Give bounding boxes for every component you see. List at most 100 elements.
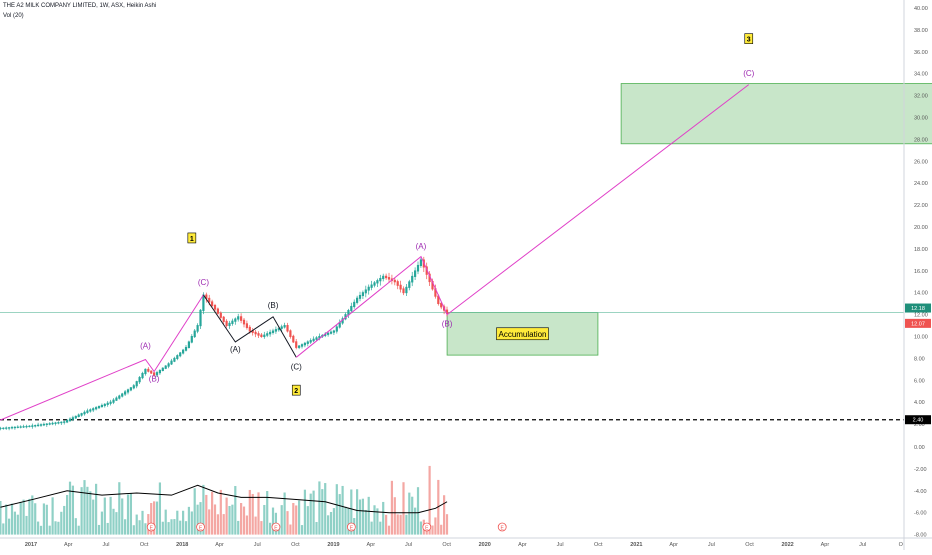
candle-body (225, 320, 228, 327)
volume-bar (71, 485, 75, 535)
volume-bar (182, 510, 185, 535)
candle-body (71, 417, 75, 420)
candle-body (431, 280, 434, 290)
volume-bar (242, 506, 246, 535)
candle-body (196, 325, 199, 332)
volume-bar (231, 504, 234, 535)
candle-body (112, 399, 115, 403)
volume-bar (358, 499, 362, 535)
candle-body (289, 330, 292, 337)
candle-body (347, 310, 350, 316)
event-marker-icon (346, 522, 356, 532)
volume-bar (428, 465, 431, 535)
event-marker-icon (497, 522, 507, 532)
candle-body (153, 372, 156, 376)
volume-bar (370, 521, 373, 535)
candle-body (167, 363, 170, 367)
wave-label: (C) (198, 278, 209, 287)
candle-body (376, 280, 379, 284)
wave-line-1 (203, 294, 297, 358)
volume-bar (60, 511, 63, 535)
volume-bar (13, 511, 17, 535)
candle-body (182, 349, 185, 354)
candle-body (344, 314, 347, 320)
event-marker-icon-glyph: E (150, 526, 154, 532)
candle-body (74, 415, 77, 419)
candle-body (60, 421, 63, 424)
candle-body (170, 360, 173, 365)
volume-bar (144, 523, 147, 535)
event-marker-icon (196, 522, 205, 532)
wave-number: 3 (747, 37, 751, 44)
candle-body (260, 334, 263, 338)
volume-bar (211, 491, 214, 535)
wave-number-box (291, 384, 301, 396)
candle-body (269, 331, 272, 335)
event-marker-icon (146, 522, 156, 532)
candle-body (286, 325, 289, 332)
candle-body (356, 297, 359, 303)
candle-body (364, 289, 367, 294)
wave-labels-layer: (A) (B) (C) (A) (B) (C) (A) (B) (C) 1 2 3 E E E E E E (140, 33, 755, 532)
candle-body (213, 304, 217, 310)
candle-body (115, 397, 118, 401)
volume-bar (445, 514, 449, 535)
candle-body (274, 329, 278, 332)
candle-body (45, 423, 48, 426)
candle-body (129, 387, 133, 391)
event-marker-icon-glyph: E (501, 526, 505, 532)
price-tag (905, 318, 931, 328)
wave-number: 2 (294, 388, 298, 395)
volume-bar (205, 494, 208, 535)
candle-body (350, 305, 353, 312)
candle-body (100, 404, 104, 408)
candle-body (63, 421, 66, 423)
volume-bar (298, 500, 301, 535)
candle-body (187, 341, 191, 349)
x-tick-label: Apr (64, 542, 73, 548)
candle-body (205, 294, 208, 299)
candle-body (242, 319, 246, 325)
y-tick-label: 28.00 (914, 137, 928, 143)
candle-body (103, 403, 106, 407)
volume-bar (135, 514, 138, 535)
x-tick-label: Jul (102, 542, 109, 548)
y-tick-label: 30.00 (914, 116, 928, 122)
candle-body (208, 297, 211, 303)
candle-body (367, 286, 370, 291)
volume-bar (179, 520, 182, 535)
candle-body (251, 330, 254, 333)
candle-body (25, 425, 28, 428)
y-tick-label: 32.00 (914, 94, 928, 100)
candle-body (263, 334, 266, 338)
volume-bar (364, 509, 367, 535)
volume-bar (289, 524, 292, 535)
y-tick-label-lower: -8.00 (914, 533, 927, 539)
volume-bar (42, 503, 46, 535)
volume-bar (112, 508, 115, 535)
wave-label: (A) (140, 342, 151, 351)
volume-bar (184, 521, 188, 535)
volume-bar (97, 524, 101, 535)
volume-bar (63, 505, 66, 535)
volume-bar (208, 509, 211, 535)
candle-body (28, 425, 31, 428)
volume-average-line (0, 484, 448, 514)
volume-layer (0, 465, 449, 535)
candle-body (292, 335, 295, 343)
volume-bar (402, 482, 405, 535)
volume-indicator-label[interactable]: Vol (20) (3, 13, 24, 19)
wave-label: (B) (268, 301, 279, 310)
wave-label: (C) (743, 69, 754, 78)
candle-body (66, 419, 69, 423)
volume-bar (57, 521, 60, 535)
candle-body (37, 424, 40, 427)
candle-body (31, 425, 34, 427)
x-tick-label: 2017 (25, 542, 37, 548)
accumulation-label-box (496, 327, 549, 341)
volume-bar (202, 484, 205, 535)
x-tick-label: Oct (745, 542, 754, 548)
volume-bar (240, 503, 243, 535)
